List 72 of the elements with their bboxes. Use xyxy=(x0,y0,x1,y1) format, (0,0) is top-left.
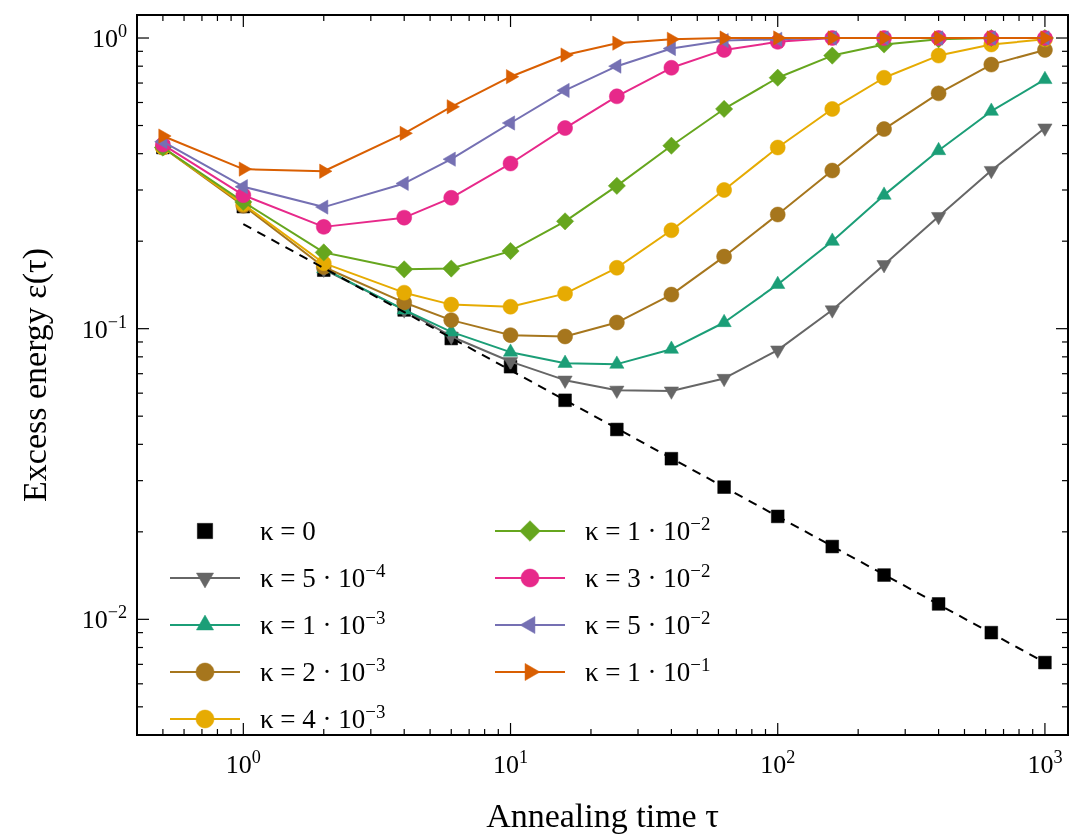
point xyxy=(557,120,573,136)
legend-label: κ = 2 · 10$^{−3}$ xyxy=(260,653,386,687)
legend-label: κ = 3 · 10$^{−2}$ xyxy=(585,559,711,593)
legend-label: κ = 5 · 10$^{−2}$ xyxy=(585,606,711,640)
point xyxy=(612,35,626,51)
point xyxy=(609,385,625,399)
point xyxy=(769,139,786,156)
point xyxy=(502,298,519,315)
point xyxy=(824,162,841,179)
point xyxy=(716,248,732,265)
point xyxy=(877,568,891,582)
point xyxy=(663,222,680,239)
y-tick-label: 10$^{−1}$ xyxy=(81,311,127,344)
x-tick-label: 10$^{0}$ xyxy=(225,747,261,779)
point xyxy=(610,422,624,437)
point xyxy=(557,375,573,389)
point xyxy=(557,285,573,302)
point xyxy=(609,314,625,331)
point xyxy=(717,480,731,494)
point xyxy=(716,374,732,387)
point xyxy=(558,393,572,407)
point xyxy=(396,284,412,301)
point xyxy=(502,327,519,343)
point xyxy=(609,88,625,105)
legend-label: κ = 1 · 10$^{−1}$ xyxy=(585,653,711,687)
point xyxy=(984,626,998,640)
point xyxy=(664,386,679,400)
point xyxy=(662,136,681,155)
point xyxy=(607,176,626,195)
point xyxy=(502,155,519,172)
legend-label: κ = 1 · 10$^{−2}$ xyxy=(585,512,711,546)
point xyxy=(769,206,786,223)
point xyxy=(770,345,786,359)
point xyxy=(876,69,892,86)
point xyxy=(556,212,574,231)
point xyxy=(664,452,679,466)
point xyxy=(719,30,733,46)
point xyxy=(824,305,840,319)
x-axis-title: Annealing time τ xyxy=(486,797,719,834)
x-tick-label: 10$^{1}$ xyxy=(492,747,529,779)
point xyxy=(930,47,947,64)
point xyxy=(1038,655,1052,670)
point xyxy=(663,60,680,76)
point xyxy=(557,328,573,345)
point xyxy=(931,597,946,611)
legend-label: κ = 0 xyxy=(260,516,316,546)
point xyxy=(824,101,841,117)
point xyxy=(930,85,947,102)
point xyxy=(716,182,732,198)
point xyxy=(876,121,892,137)
point xyxy=(825,539,839,554)
legend-label: κ = 1 · 10$^{−3}$ xyxy=(260,606,386,640)
point xyxy=(663,286,680,303)
x-tick-label: 10$^{3}$ xyxy=(1027,747,1063,779)
point xyxy=(395,260,414,279)
point xyxy=(771,509,785,524)
point xyxy=(983,56,1000,73)
point xyxy=(396,209,412,226)
y-tick-label: 10$^{−2}$ xyxy=(81,602,127,635)
point xyxy=(1037,123,1053,137)
legend-label: κ = 4 · 10$^{−3}$ xyxy=(260,700,386,734)
point xyxy=(501,242,520,260)
point xyxy=(556,83,570,98)
point xyxy=(715,100,733,118)
point xyxy=(395,176,409,191)
point xyxy=(609,260,625,276)
point xyxy=(823,46,842,65)
point xyxy=(768,68,787,87)
x-tick-label: 10$^{2}$ xyxy=(760,747,796,779)
y-axis-title: Excess energy ε(τ) xyxy=(16,248,54,502)
y-tick-label: 10$^{0}$ xyxy=(91,21,127,54)
legend-label: κ = 5 · 10$^{−4}$ xyxy=(260,559,386,593)
